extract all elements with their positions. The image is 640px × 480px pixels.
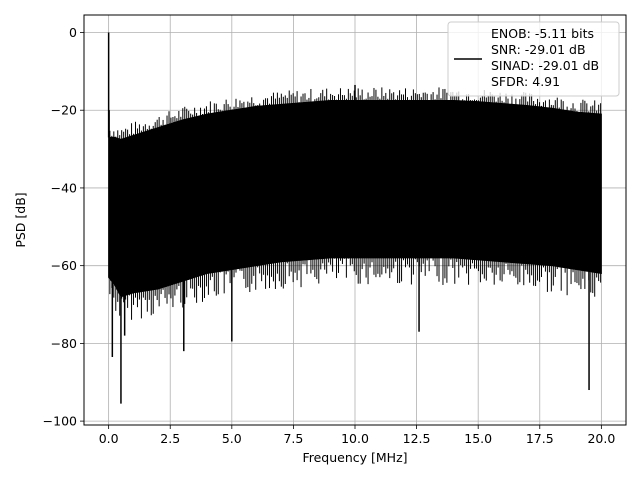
- psd-noise-edges: [109, 87, 602, 320]
- x-ticks: 0.0 2.5 5.0 7.5 10.0 12.5 15.0 17.5 20.0: [99, 425, 615, 446]
- x-tick-label: 0.0: [99, 431, 119, 446]
- x-tick-label: 17.5: [526, 431, 554, 446]
- x-tick-label: 15.0: [464, 431, 492, 446]
- legend-text-enob: ENOB: -5.11 bits: [491, 26, 594, 41]
- y-ticks: 0 −20 −40 −60 −80 −100: [43, 25, 84, 429]
- x-tick-label: 5.0: [222, 431, 242, 446]
- y-tick-label: −60: [51, 258, 77, 273]
- y-tick-label: −100: [43, 414, 77, 429]
- y-tick-label: 0: [69, 25, 77, 40]
- legend-text-snr: SNR: -29.01 dB: [491, 42, 586, 57]
- legend: ENOB: -5.11 bits SNR: -29.01 dB SINAD: -…: [447, 21, 620, 97]
- y-axis-label: PSD [dB]: [13, 192, 28, 247]
- y-tick-label: −80: [51, 336, 77, 351]
- legend-text-sfdr: SFDR: 4.91: [491, 74, 560, 89]
- plot-data: [107, 32, 602, 404]
- legend-text-sinad: SINAD: -29.01 dB: [491, 58, 599, 73]
- x-tick-label: 7.5: [283, 431, 303, 446]
- x-tick-label: 10.0: [341, 431, 369, 446]
- x-tick-label: 20.0: [587, 431, 615, 446]
- legend-box: [447, 21, 620, 97]
- y-tick-label: −40: [51, 180, 77, 195]
- x-tick-label: 12.5: [403, 431, 431, 446]
- x-tick-label: 2.5: [160, 431, 180, 446]
- x-axis-label: Frequency [MHz]: [302, 450, 407, 465]
- y-tick-label: −20: [51, 103, 77, 118]
